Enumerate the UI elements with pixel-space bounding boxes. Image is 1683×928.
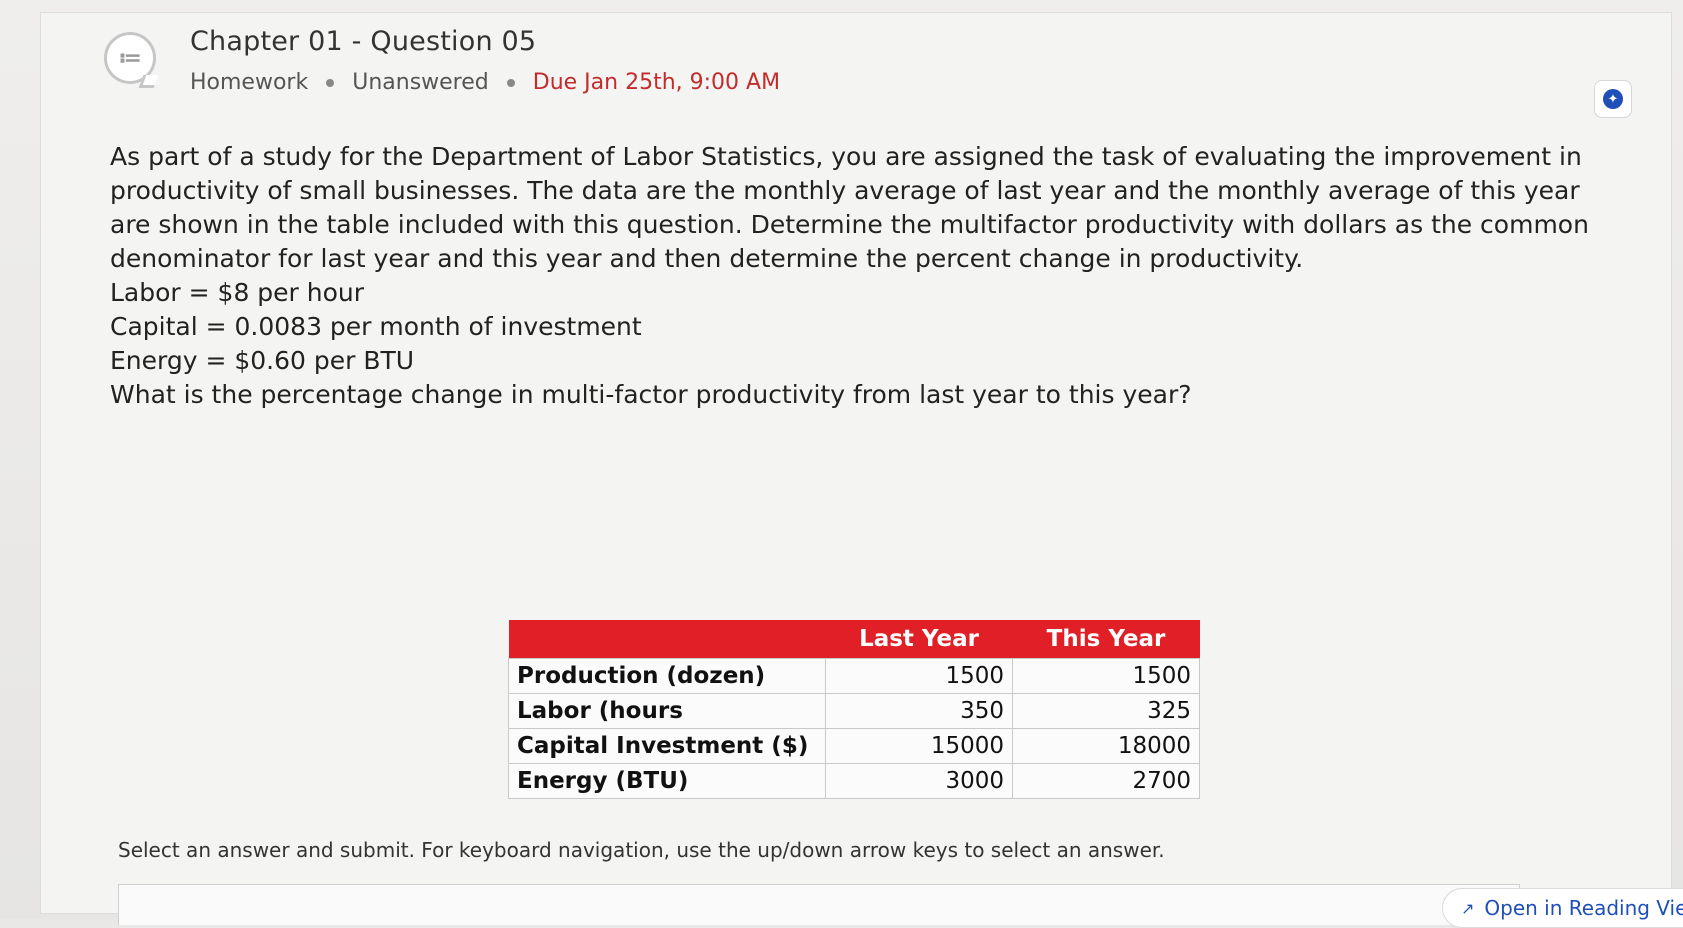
table-row: Labor (hours 350 325 — [508, 693, 1200, 729]
this-year-value: 1500 — [1012, 658, 1200, 694]
chat-list-icon: ≔ — [104, 32, 156, 84]
last-year-value: 1500 — [825, 658, 1013, 694]
last-year-value: 350 — [825, 693, 1013, 729]
open-reading-view-button[interactable]: ↗ Open in Reading Vie — [1442, 888, 1683, 928]
row-label: Capital Investment ($) — [508, 728, 826, 764]
row-label: Production (dozen) — [508, 658, 826, 694]
answer-instruction: Select an answer and submit. For keyboar… — [118, 838, 1165, 862]
capital-rate: Capital = 0.0083 per month of investment — [110, 312, 642, 341]
reading-view-label: Open in Reading Vie — [1484, 896, 1683, 920]
question-body: As part of a study for the Department of… — [110, 140, 1610, 412]
table-header-empty — [508, 620, 826, 659]
question-meta: Homework Unanswered Due Jan 25th, 9:00 A… — [190, 70, 780, 95]
table-row: Production (dozen) 1500 1500 — [508, 658, 1200, 694]
this-year-value: 18000 — [1012, 728, 1200, 764]
data-table: Last Year This Year Production (dozen) 1… — [508, 620, 1200, 799]
question-paragraph: As part of a study for the Department of… — [110, 142, 1589, 273]
separator-dot-icon — [326, 78, 335, 87]
data-table-container: Last Year This Year Production (dozen) 1… — [508, 620, 1200, 799]
answer-status: Unanswered — [352, 70, 489, 95]
table-header-this-year: This Year — [1012, 620, 1200, 659]
question-prompt: What is the percentage change in multi-f… — [110, 380, 1192, 409]
external-arrow-icon: ↗ — [1461, 898, 1475, 918]
due-date: Due Jan 25th, 9:00 AM — [532, 70, 781, 95]
table-row: Capital Investment ($) 15000 18000 — [508, 728, 1200, 764]
last-year-value: 15000 — [825, 728, 1013, 764]
row-label: Labor (hours — [508, 693, 826, 729]
row-label: Energy (BTU) — [508, 763, 826, 799]
answer-option[interactable] — [118, 884, 1520, 925]
labor-rate: Labor = $8 per hour — [110, 278, 365, 307]
bookmark-icon: ✦ — [1603, 89, 1623, 109]
this-year-value: 2700 — [1012, 763, 1200, 799]
energy-rate: Energy = $0.60 per BTU — [110, 346, 415, 375]
assignment-type: Homework — [190, 70, 309, 95]
last-year-value: 3000 — [825, 763, 1013, 799]
table-header-row: Last Year This Year — [508, 620, 1200, 659]
question-title: Chapter 01 - Question 05 — [190, 26, 537, 57]
this-year-value: 325 — [1012, 693, 1200, 729]
bookmark-button[interactable]: ✦ — [1594, 80, 1632, 118]
table-header-last-year: Last Year — [825, 620, 1013, 659]
separator-dot-icon — [506, 78, 515, 87]
table-row: Energy (BTU) 3000 2700 — [508, 763, 1200, 799]
